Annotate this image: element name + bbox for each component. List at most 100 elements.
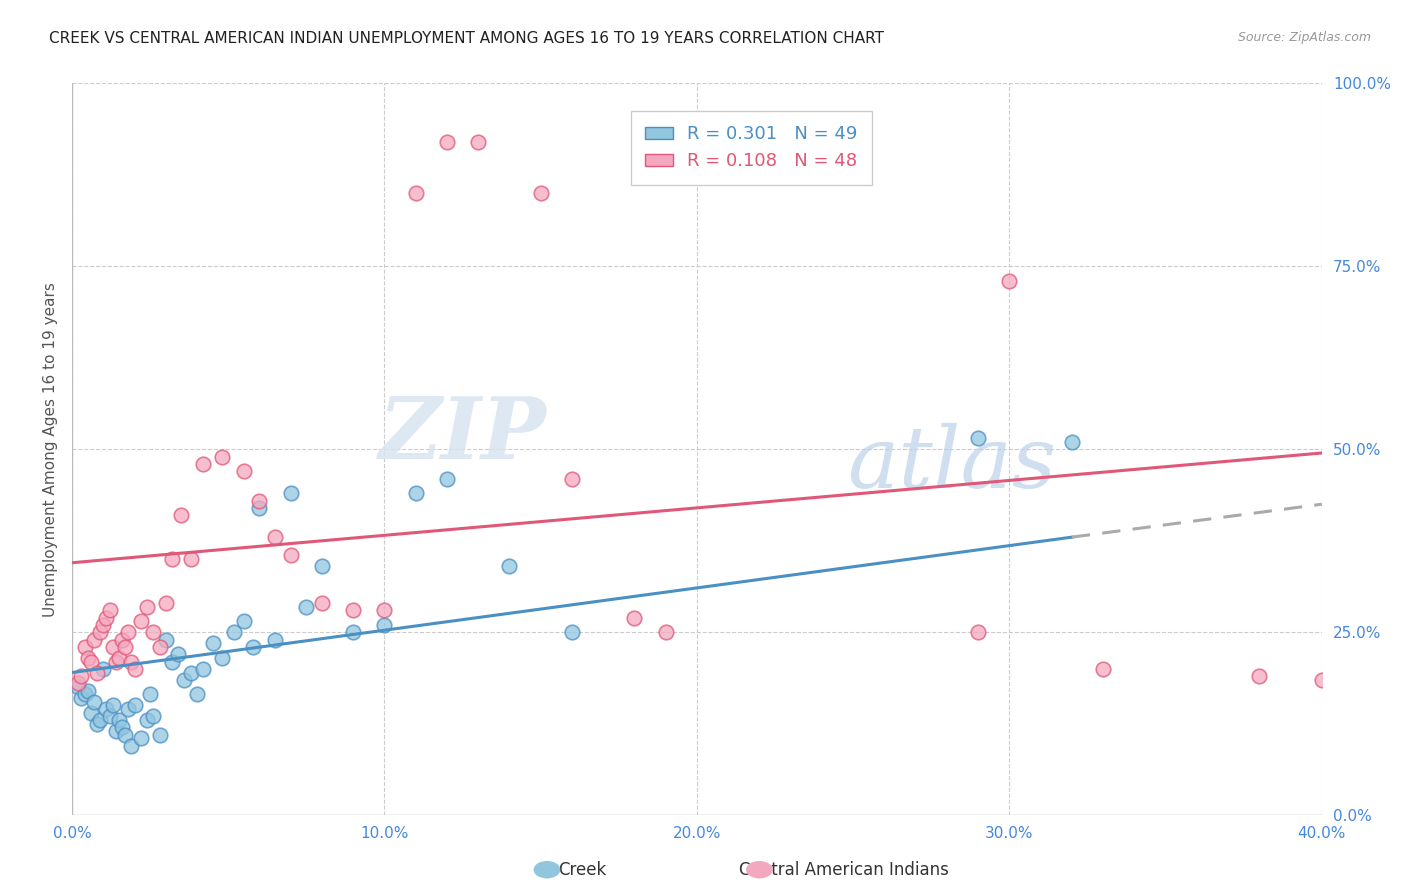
Point	[155, 596, 177, 610]
Point	[67, 676, 90, 690]
Point	[311, 559, 333, 574]
Point	[186, 688, 208, 702]
Point	[101, 640, 124, 654]
Point	[201, 636, 224, 650]
Point	[98, 709, 121, 723]
Point	[120, 655, 142, 669]
Point	[67, 680, 90, 694]
Point	[142, 625, 165, 640]
Point	[136, 713, 159, 727]
Point	[249, 493, 271, 508]
Point	[136, 599, 159, 614]
Point	[104, 655, 127, 669]
Point	[83, 632, 105, 647]
Point	[89, 625, 111, 640]
Point	[1092, 662, 1115, 676]
Point	[530, 186, 553, 201]
Point	[86, 665, 108, 680]
Point	[224, 625, 246, 640]
Point	[167, 647, 190, 661]
Point	[117, 702, 139, 716]
Point	[139, 688, 162, 702]
Point	[101, 698, 124, 713]
Point	[1060, 435, 1083, 450]
Point	[104, 724, 127, 739]
Point	[561, 625, 583, 640]
Point	[295, 599, 318, 614]
Point	[967, 625, 990, 640]
Point	[117, 625, 139, 640]
Point	[342, 625, 364, 640]
Point	[264, 632, 287, 647]
Point	[1249, 669, 1271, 683]
Point	[193, 457, 215, 471]
Point	[311, 596, 333, 610]
Point	[373, 618, 395, 632]
Point	[467, 135, 489, 149]
Point	[148, 640, 170, 654]
Point	[114, 640, 136, 654]
Point	[160, 552, 183, 566]
Point	[70, 669, 93, 683]
Point	[108, 713, 131, 727]
Text: atlas: atlas	[846, 423, 1056, 505]
Text: ZIP: ZIP	[380, 393, 547, 476]
Point	[142, 709, 165, 723]
Point	[89, 713, 111, 727]
Point	[170, 508, 193, 523]
Point	[96, 610, 118, 624]
Legend: R = 0.301   N = 49, R = 0.108   N = 48: R = 0.301 N = 49, R = 0.108 N = 48	[631, 111, 872, 185]
Point	[173, 673, 195, 687]
Text: Creek: Creek	[558, 861, 606, 879]
Point	[498, 559, 520, 574]
Point	[111, 632, 134, 647]
Point	[232, 464, 254, 478]
Text: Source: ZipAtlas.com: Source: ZipAtlas.com	[1237, 31, 1371, 45]
Point	[193, 662, 215, 676]
Y-axis label: Unemployment Among Ages 16 to 19 years: Unemployment Among Ages 16 to 19 years	[44, 282, 58, 616]
Point	[108, 651, 131, 665]
Point	[155, 632, 177, 647]
Point	[83, 695, 105, 709]
Text: Central American Indians: Central American Indians	[740, 861, 949, 879]
Point	[211, 651, 233, 665]
Point	[180, 552, 202, 566]
Point	[280, 486, 302, 500]
Point	[373, 603, 395, 617]
Point	[91, 662, 114, 676]
Point	[80, 655, 103, 669]
Point	[342, 603, 364, 617]
Point	[114, 728, 136, 742]
Point	[436, 135, 458, 149]
Point	[623, 610, 645, 624]
Point	[148, 728, 170, 742]
Point	[436, 472, 458, 486]
Point	[998, 274, 1021, 288]
Point	[80, 706, 103, 720]
Point	[561, 472, 583, 486]
Point	[1310, 673, 1333, 687]
Point	[86, 716, 108, 731]
Point	[111, 720, 134, 734]
Point	[73, 688, 96, 702]
Point	[76, 683, 98, 698]
Point	[249, 500, 271, 515]
Point	[70, 691, 93, 706]
Point	[405, 486, 427, 500]
Point	[120, 739, 142, 753]
Point	[124, 662, 146, 676]
Point	[73, 640, 96, 654]
Point	[180, 665, 202, 680]
Point	[124, 698, 146, 713]
Point	[211, 450, 233, 464]
Point	[129, 731, 152, 746]
Point	[129, 615, 152, 629]
Point	[654, 625, 676, 640]
Point	[967, 431, 990, 445]
Point	[76, 651, 98, 665]
Point	[91, 618, 114, 632]
Point	[264, 530, 287, 544]
Point	[160, 655, 183, 669]
Point	[280, 549, 302, 563]
Point	[98, 603, 121, 617]
